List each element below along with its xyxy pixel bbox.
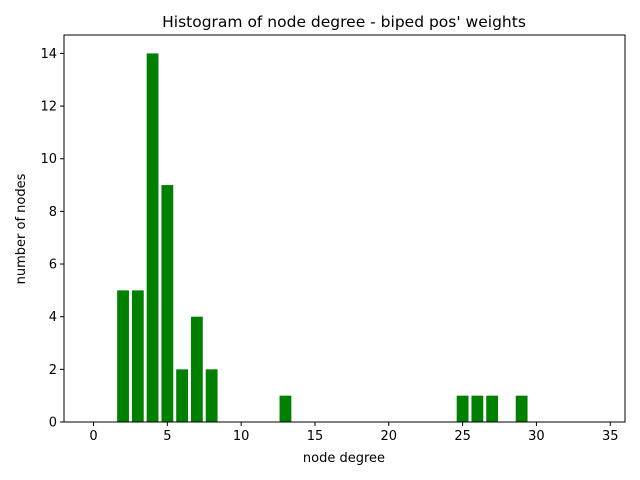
x-tick-label: 25 [454,429,471,444]
x-tick-label: 15 [307,429,324,444]
x-tick-label: 10 [233,429,250,444]
y-tick-label: 2 [49,363,57,378]
y-axis-label: number of nodes [14,173,29,284]
histogram-bar [190,316,203,422]
histogram-bar [471,395,484,422]
histogram-bar [146,53,159,423]
plot-area: 0 5 10 15 20 25 30 35 0 2 4 6 8 10 12 14 [40,34,626,444]
x-axis-label: node degree [303,451,385,466]
y-tick-label: 4 [49,310,57,325]
y-tick-label: 10 [40,152,57,167]
x-tick-label: 20 [381,429,398,444]
histogram-bar [176,369,189,422]
histogram-bar [131,290,144,422]
plot-frame [63,34,626,423]
histogram-bar [515,395,528,422]
x-tick-label: 0 [89,429,97,444]
y-tick-label: 14 [40,47,57,62]
x-tick-label: 5 [163,429,171,444]
y-tick-label: 0 [49,416,57,431]
histogram-bar [205,369,218,422]
histogram-bar [456,395,469,422]
histogram-bar [279,395,292,422]
histogram-bar [161,185,174,422]
x-tick-label: 30 [528,429,545,444]
y-tick-label: 6 [49,258,57,273]
chart-title: Histogram of node degree - biped pos' we… [162,13,526,31]
y-tick-label: 8 [49,205,57,220]
x-tick-label: 35 [602,429,619,444]
histogram-bar [486,395,499,422]
y-tick-label: 12 [40,100,57,115]
histogram-bar [117,290,129,422]
